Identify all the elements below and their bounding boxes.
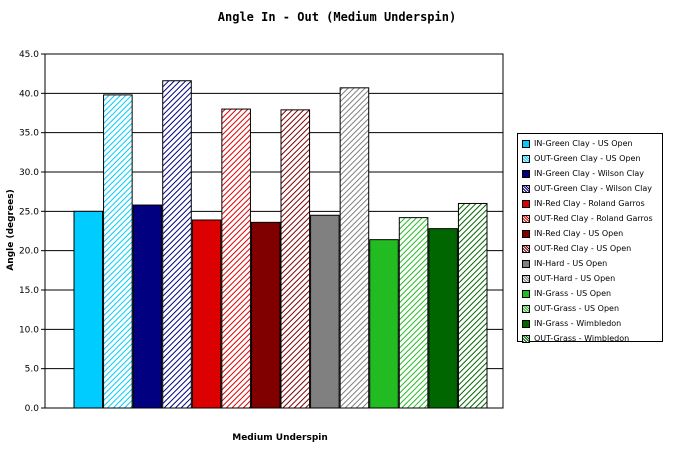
y-tick-label: 45.0 [19,50,39,60]
legend-item: IN-Grass - Wimbledon [518,316,662,331]
legend-item: IN-Hard - US Open [518,256,662,271]
legend: IN-Green Clay - US Open OUT-Green Clay - … [517,133,663,343]
legend-item: IN-Grass - US Open [518,286,662,301]
y-tick-label: 5.0 [25,365,40,375]
bar-14 [457,202,488,409]
y-tick-label: 15.0 [19,286,39,296]
legend-label: IN-Red Clay - Roland Garros [534,199,645,208]
bar-1 [73,210,104,409]
legend-swatch [522,319,530,328]
legend-swatch [522,259,530,268]
legend-swatch [522,334,530,343]
legend-swatch [522,214,530,223]
legend-item: OUT-Green Clay - Wilson Clay [518,181,662,196]
bar-5 [191,219,222,409]
legend-swatch [522,139,530,148]
legend-item: IN-Green Clay - Wilson Clay [518,166,662,181]
legend-swatch [522,304,530,313]
legend-swatch [522,199,530,208]
legend-swatch [522,154,530,163]
legend-label: OUT-Green Clay - US Open [534,154,641,163]
legend-label: OUT-Red Clay - US Open [534,244,632,253]
y-tick-label: 40.0 [19,89,39,99]
legend-label: OUT-Grass - US Open [534,304,620,313]
legend-swatch [522,169,530,178]
legend-label: OUT-Green Clay - Wilson Clay [534,184,652,193]
y-tick-label: 25.0 [19,207,39,217]
legend-label: IN-Hard - US Open [534,259,608,268]
legend-label: IN-Grass - US Open [534,289,612,298]
legend-swatch [522,184,530,193]
legend-item: IN-Red Clay - US Open [518,226,662,241]
legend-label: IN-Grass - Wimbledon [534,319,622,328]
y-tick-label: 35.0 [19,129,39,139]
legend-swatch [522,229,530,238]
legend-label: IN-Green Clay - US Open [534,139,633,148]
y-tick-label: 20.0 [19,247,39,257]
legend-item: IN-Red Clay - Roland Garros [518,196,662,211]
legend-item: OUT-Green Clay - US Open [518,151,662,166]
bar-6 [221,108,251,409]
legend-item: OUT-Red Clay - Roland Garros [518,211,662,226]
y-tick-label: 30.0 [19,168,39,178]
bar-11 [369,239,399,409]
legend-label: IN-Red Clay - US Open [534,229,624,238]
bar-8 [280,109,311,409]
legend-label: OUT-Red Clay - Roland Garros [534,214,653,223]
legend-item: OUT-Grass - US Open [518,301,662,316]
legend-item: OUT-Hard - US Open [518,271,662,286]
bar-13 [428,228,458,409]
bar-4 [162,80,192,409]
y-axis-label: Angle (degrees) [6,189,16,271]
legend-label: OUT-Grass - Wimbledon [534,334,630,343]
bar-7 [250,221,281,409]
chart-title: Angle In - Out (Medium Underspin) [217,10,457,24]
bar-10 [339,87,370,409]
y-tick-label: 0.0 [25,404,40,414]
legend-swatch [522,244,530,253]
legend-label: OUT-Hard - US Open [534,274,616,283]
bar-2 [103,94,133,409]
x-axis-label: Medium Underspin [232,433,328,443]
y-tick-label: 10.0 [19,325,39,335]
legend-item: IN-Green Clay - US Open [518,136,662,151]
bar-12 [398,217,429,409]
legend-label: IN-Green Clay - Wilson Clay [534,169,645,178]
bar-9 [310,214,340,409]
legend-item: OUT-Red Clay - US Open [518,241,662,256]
legend-swatch [522,289,530,298]
legend-swatch [522,274,530,283]
legend-item: OUT-Grass - Wimbledon [518,331,662,346]
bar-3 [132,204,163,409]
